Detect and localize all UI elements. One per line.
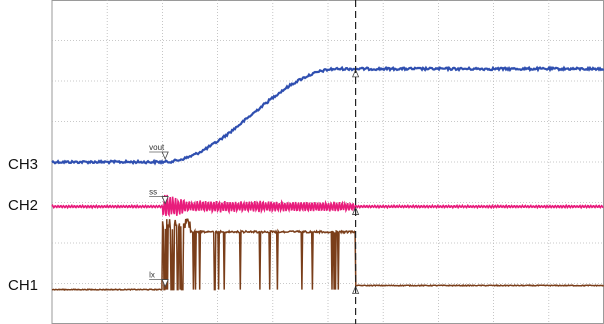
ch3-trace — [51, 65, 604, 166]
ch3-cursor-arrow-icon — [351, 68, 360, 78]
ch1-trace — [51, 218, 604, 292]
waveform-traces — [51, 65, 604, 292]
ch3-trigger-arrow-icon — [161, 151, 169, 161]
ch2-probe-label: ss — [149, 188, 157, 197]
ch3-probe-label: vout — [149, 143, 165, 152]
ch3-label: CH3 — [8, 156, 38, 173]
channel-labels: CH3 CH2 CH1 — [8, 156, 38, 294]
ch2-trigger-arrow-icon — [161, 196, 169, 205]
ch2-label: CH2 — [8, 197, 38, 214]
ch1-label: CH1 — [8, 277, 38, 294]
ch2-trace — [51, 194, 604, 218]
ch1-trigger-arrow-icon — [161, 279, 169, 288]
probe-markers: vout ss lx — [149, 68, 360, 294]
ch1-probe-label: lx — [149, 271, 155, 280]
